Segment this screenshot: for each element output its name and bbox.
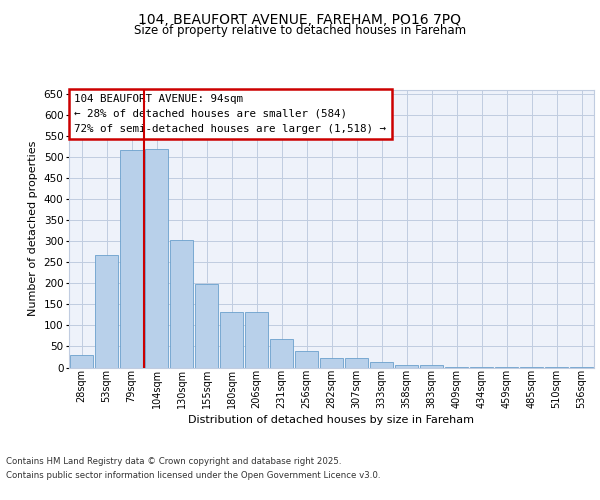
Bar: [145, 149, 168, 368]
Bar: [245, 312, 268, 368]
Text: 104 BEAUFORT AVENUE: 94sqm
← 28% of detached houses are smaller (584)
72% of sem: 104 BEAUFORT AVENUE: 94sqm ← 28% of deta…: [74, 94, 386, 134]
Bar: [370, 362, 393, 368]
Text: Contains public sector information licensed under the Open Government Licence v3: Contains public sector information licen…: [6, 471, 380, 480]
Bar: [295, 350, 318, 368]
Bar: [195, 284, 218, 368]
Text: 104, BEAUFORT AVENUE, FAREHAM, PO16 7PQ: 104, BEAUFORT AVENUE, FAREHAM, PO16 7PQ: [139, 12, 461, 26]
Y-axis label: Number of detached properties: Number of detached properties: [28, 141, 38, 316]
Text: Size of property relative to detached houses in Fareham: Size of property relative to detached ho…: [134, 24, 466, 37]
X-axis label: Distribution of detached houses by size in Fareham: Distribution of detached houses by size …: [188, 415, 475, 425]
Bar: [395, 365, 418, 368]
Bar: [220, 312, 243, 368]
Bar: [345, 358, 368, 368]
Bar: [70, 355, 93, 368]
Bar: [420, 366, 443, 368]
Bar: [170, 240, 193, 368]
Bar: [320, 358, 343, 368]
Bar: [95, 255, 118, 368]
Bar: [120, 150, 143, 368]
Text: Contains HM Land Registry data © Crown copyright and database right 2025.: Contains HM Land Registry data © Crown c…: [6, 458, 341, 466]
Bar: [270, 340, 293, 367]
